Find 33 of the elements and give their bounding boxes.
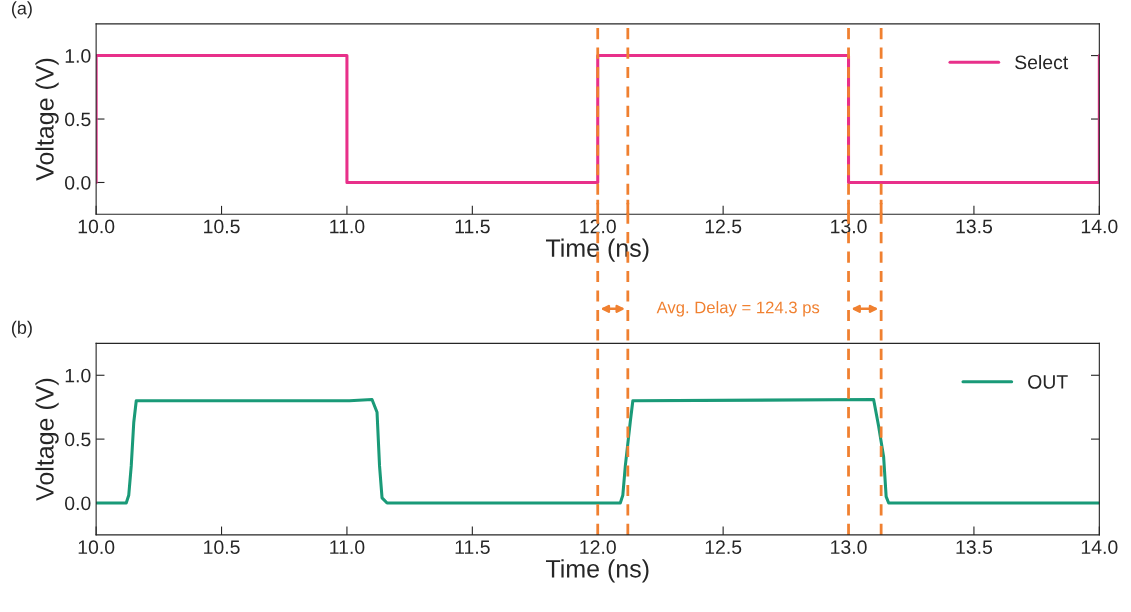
x-axis-title: Time (ns) bbox=[545, 559, 649, 583]
x-tick-label: 10.0 bbox=[78, 219, 115, 234]
x-tick-label: 11.0 bbox=[330, 219, 365, 234]
x-tick-label: 13.0 bbox=[831, 219, 867, 234]
x-tick-label: 12.0 bbox=[580, 540, 616, 555]
y-tick-label: 0.5 bbox=[65, 432, 91, 447]
text: Avg. Delay = 124.3 ps bbox=[656, 301, 820, 317]
legend-label: Select bbox=[1015, 54, 1069, 70]
x-tick-label: 10.5 bbox=[204, 540, 240, 555]
x-tick-label: 12.5 bbox=[705, 219, 742, 234]
y-tick-label: 1.0 bbox=[65, 368, 91, 383]
x-tick-label: 13.5 bbox=[956, 540, 993, 555]
x-tick-label: 12.5 bbox=[705, 540, 742, 555]
legend-label: OUT bbox=[1028, 374, 1068, 389]
y-axis-title: Voltage (V) bbox=[35, 378, 59, 501]
x-tick-label: 11.0 bbox=[330, 540, 365, 555]
x-tick-label: 13.0 bbox=[831, 540, 867, 555]
chart-title: (b) bbox=[11, 320, 32, 338]
line-series bbox=[96, 397, 1100, 505]
x-tick-label: 10.5 bbox=[204, 219, 240, 234]
y-axis-title: Voltage (V) bbox=[35, 58, 59, 181]
x-tick-label: 11.5 bbox=[455, 219, 490, 234]
x-axis-title: Time (ns) bbox=[545, 238, 649, 262]
x-tick-label: 13.5 bbox=[956, 219, 993, 234]
x-tick-label: 11.5 bbox=[455, 540, 490, 555]
y-tick-label: 0.5 bbox=[65, 112, 91, 127]
x-tick-label: 10.0 bbox=[78, 540, 115, 555]
y-tick-label: 0.0 bbox=[65, 175, 91, 190]
y-tick-label: 1.0 bbox=[65, 49, 91, 63]
chart-title: (a) bbox=[11, 1, 32, 19]
x-tick-label: 14.0 bbox=[1081, 219, 1118, 234]
y-tick-label: 0.0 bbox=[65, 496, 91, 511]
x-tick-label: 14.0 bbox=[1081, 540, 1118, 555]
